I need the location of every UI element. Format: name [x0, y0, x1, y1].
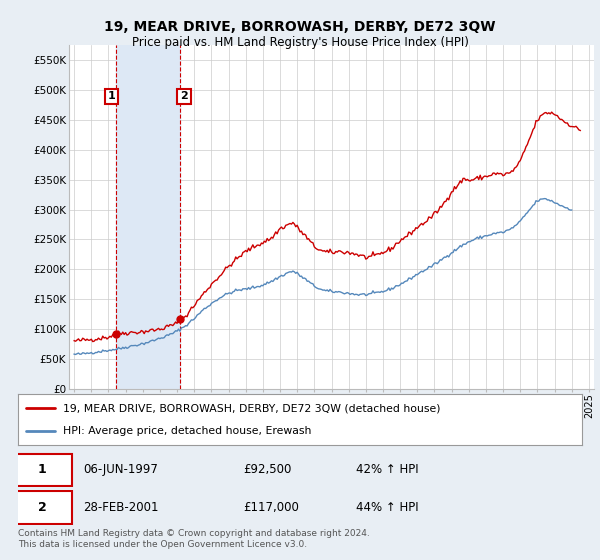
Text: £92,500: £92,500: [244, 463, 292, 477]
Text: 1: 1: [38, 463, 47, 477]
Text: 06-JUN-1997: 06-JUN-1997: [83, 463, 158, 477]
Text: 2: 2: [180, 91, 188, 101]
Text: 42% ↑ HPI: 42% ↑ HPI: [356, 463, 419, 477]
Text: 19, MEAR DRIVE, BORROWASH, DERBY, DE72 3QW: 19, MEAR DRIVE, BORROWASH, DERBY, DE72 3…: [104, 20, 496, 34]
Text: 28-FEB-2001: 28-FEB-2001: [83, 501, 158, 514]
Text: 19, MEAR DRIVE, BORROWASH, DERBY, DE72 3QW (detached house): 19, MEAR DRIVE, BORROWASH, DERBY, DE72 3…: [63, 403, 440, 413]
FancyBboxPatch shape: [13, 454, 71, 486]
Text: Price paid vs. HM Land Registry's House Price Index (HPI): Price paid vs. HM Land Registry's House …: [131, 36, 469, 49]
Text: 2: 2: [38, 501, 47, 514]
Text: 44% ↑ HPI: 44% ↑ HPI: [356, 501, 419, 514]
Text: Contains HM Land Registry data © Crown copyright and database right 2024.
This d: Contains HM Land Registry data © Crown c…: [18, 529, 370, 549]
Text: HPI: Average price, detached house, Erewash: HPI: Average price, detached house, Erew…: [63, 426, 311, 436]
Text: 1: 1: [107, 91, 115, 101]
Text: £117,000: £117,000: [244, 501, 299, 514]
FancyBboxPatch shape: [13, 491, 71, 524]
Bar: [116, 45, 180, 389]
